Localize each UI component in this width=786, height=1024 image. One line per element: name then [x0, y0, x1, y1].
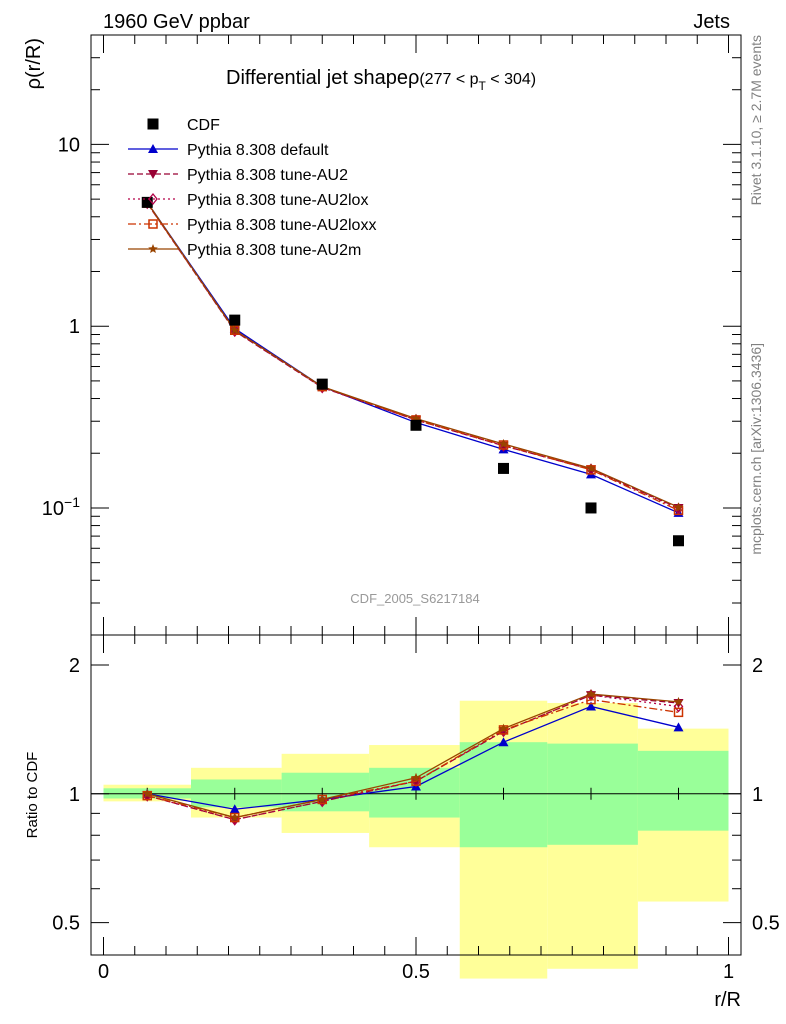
main-data-point	[673, 535, 684, 547]
main-data-point	[229, 314, 241, 326]
ratio-mc-point	[229, 813, 240, 826]
header-left: 1960 GeV ppbar	[103, 11, 250, 33]
legend-label: Pythia 8.308 tune-AU2	[187, 167, 348, 184]
ratio-y-tick-label-right: 2	[752, 655, 763, 677]
main-data-point	[585, 502, 597, 514]
main-mc-point	[230, 325, 240, 335]
main-data-point	[141, 196, 153, 208]
main-data-point	[316, 378, 328, 390]
side-label-mcplots: mcplots.cern.ch [arXiv:1306.3436]	[748, 343, 764, 555]
ratio-y-tick-label: 1	[69, 784, 80, 806]
ratio-y-tick-label: 0.5	[52, 913, 80, 935]
ratio-mc-point	[673, 722, 684, 732]
main-y-tick-label: 10	[58, 134, 80, 156]
main-plot-title-end: < 304)	[486, 71, 536, 88]
ratio-mc-point	[586, 701, 596, 711]
legend-marker	[147, 118, 159, 130]
legend-marker	[148, 170, 158, 179]
main-plot-title-range: (277 < p	[419, 71, 478, 88]
ratio-plot-frame: Ratio to CDF r/R 2 2 1 1 0.5 0.5 0 0.5 1	[24, 634, 780, 1011]
ratio-mc-point	[498, 723, 509, 733]
ratio-mc-point	[673, 700, 684, 713]
uncertainty-band-green	[369, 767, 460, 818]
ratio-series-line	[147, 698, 679, 819]
ratio-x-tick-label: 1	[723, 961, 734, 983]
legend-label: CDF	[187, 117, 220, 134]
ratio-mc-point	[498, 737, 509, 747]
main-plot-title-sub: T	[479, 79, 487, 93]
main-plot-frame: Differential jet shapeρ(277 < pT < 304) …	[23, 34, 742, 636]
ratio-y-tick-label-right: 1	[752, 784, 763, 806]
ratio-x-tick-label: 0.5	[402, 961, 430, 983]
legend-marker	[148, 192, 158, 206]
side-label-rivet: Rivet 3.1.10, ≥ 2.7M events	[748, 35, 764, 205]
main-plot-title-text: Differential jet shapeρ	[226, 67, 419, 89]
ratio-x-tick-label: 0	[98, 961, 109, 983]
legend-label: Pythia 8.308 default	[187, 142, 329, 159]
ratio-plot-y-label: Ratio to CDF	[24, 752, 41, 839]
main-y-tick-label-base: 10	[42, 498, 64, 520]
ratio-mc-point	[673, 707, 684, 718]
ratio-mc-point	[317, 794, 327, 804]
ratio-mc-point	[586, 689, 596, 699]
uncertainty-band-green	[637, 750, 729, 831]
main-y-tick-label-base: 10	[58, 134, 80, 156]
legend-marker	[148, 244, 158, 253]
main-y-tick-label: 10−1	[42, 494, 80, 520]
main-y-tick-label: 1	[69, 316, 80, 338]
main-data-point	[410, 419, 422, 431]
main-mc-point	[411, 413, 421, 423]
ratio-mc-point	[142, 788, 152, 798]
ratio-mc-point	[229, 804, 240, 814]
legend-marker	[148, 219, 158, 229]
legend-marker	[148, 144, 158, 153]
main-y-tick-label-exponent: −1	[64, 494, 80, 510]
main-mc-point	[498, 438, 509, 448]
ratio-y-tick-label: 2	[69, 655, 80, 677]
ratio-mc-point	[230, 812, 240, 822]
main-mc-point	[673, 502, 684, 512]
legend-label: Pythia 8.308 tune-AU2lox	[187, 192, 368, 209]
main-plot-watermark: CDF_2005_S6217184	[350, 591, 479, 606]
ratio-y-tick-label-right: 0.5	[752, 913, 780, 935]
header-right: Jets	[693, 11, 730, 33]
main-plot-title: Differential jet shapeρ(277 < pT < 304)	[226, 67, 536, 93]
legend-label: Pythia 8.308 tune-AU2m	[187, 242, 361, 259]
ratio-mc-point	[411, 772, 421, 782]
ratio-mc-point	[673, 696, 684, 706]
legend-label: Pythia 8.308 tune-AU2loxx	[187, 217, 376, 234]
main-data-point	[498, 462, 509, 474]
main-mc-point	[586, 463, 596, 473]
main-plot-y-label: ρ(r/R)	[23, 38, 45, 89]
main-y-tick-label-base: 1	[69, 316, 80, 338]
ratio-plot-x-label: r/R	[714, 989, 741, 1011]
